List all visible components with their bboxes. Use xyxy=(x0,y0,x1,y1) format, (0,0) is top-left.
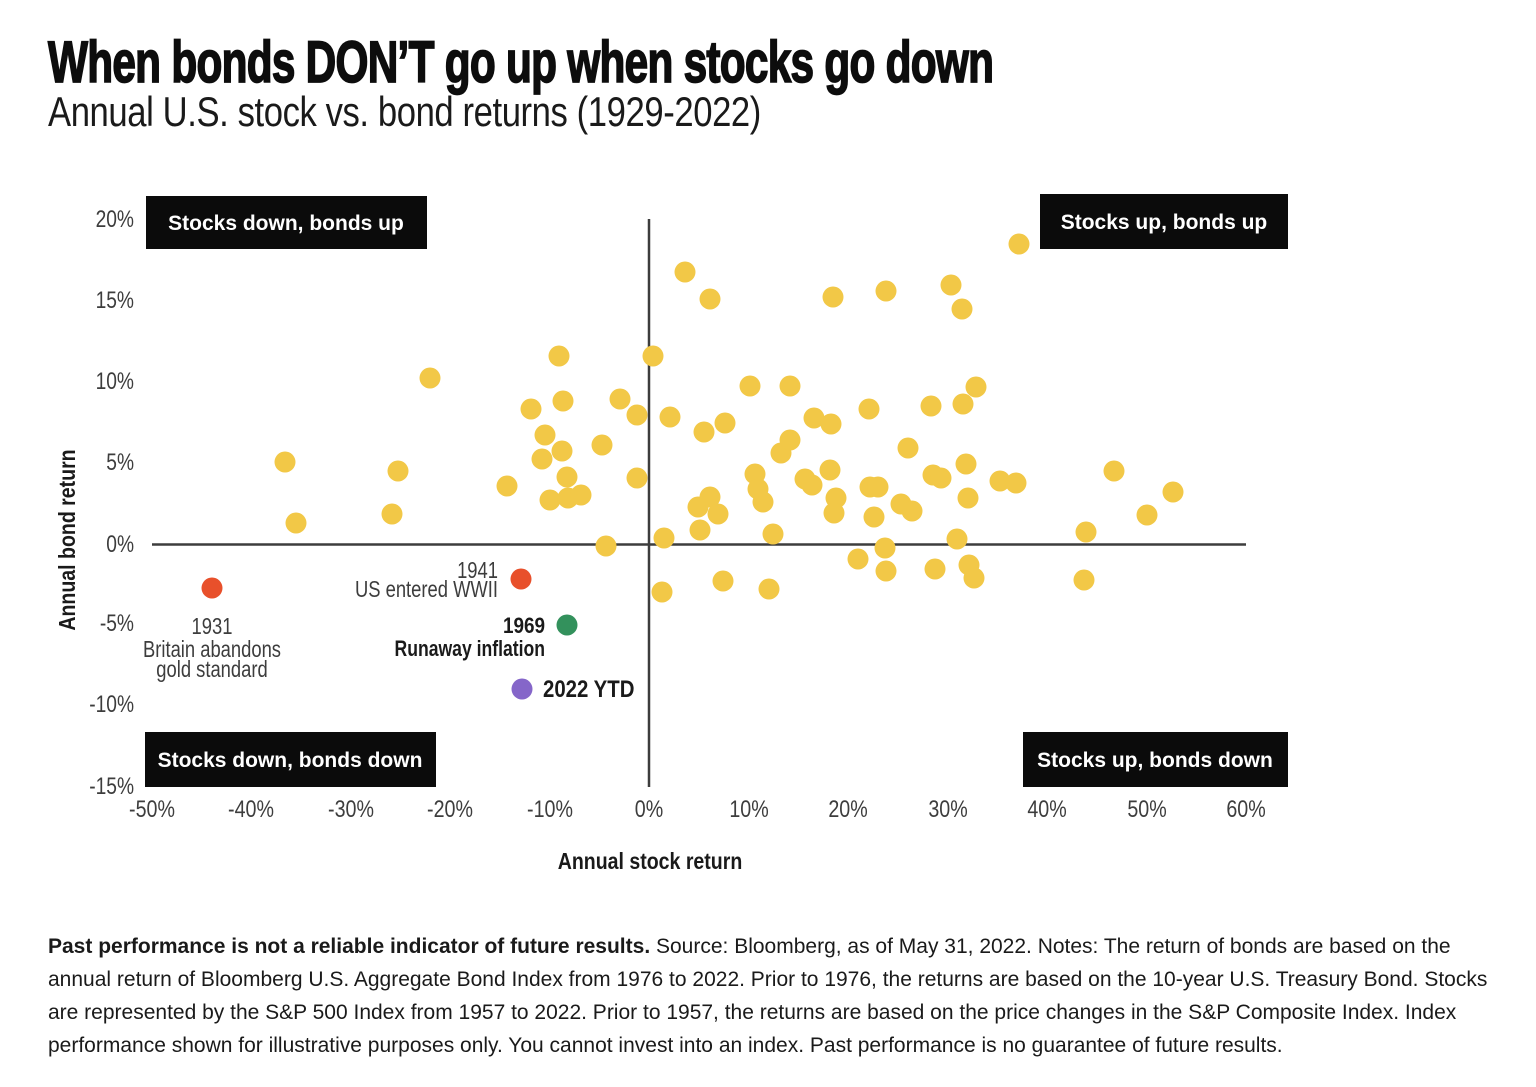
svg-text:Stocks down, bonds down: Stocks down, bonds down xyxy=(158,749,423,772)
svg-text:-50%: -50% xyxy=(129,795,175,822)
svg-text:performance shown for illustra: performance shown for illustrative purpo… xyxy=(48,1034,1283,1057)
svg-text:30%: 30% xyxy=(928,795,967,822)
svg-text:1969: 1969 xyxy=(503,614,545,639)
svg-text:10%: 10% xyxy=(729,795,768,822)
svg-text:10%: 10% xyxy=(96,367,134,395)
svg-text:Past performance is not a reli: Past performance is not a reliable indic… xyxy=(48,935,1451,958)
svg-text:-10%: -10% xyxy=(527,795,573,822)
svg-text:Stocks down, bonds up: Stocks down, bonds up xyxy=(168,212,404,235)
svg-text:-5%: -5% xyxy=(100,609,134,637)
svg-text:60%: 60% xyxy=(1226,795,1265,822)
svg-text:-40%: -40% xyxy=(228,795,274,822)
svg-text:-20%: -20% xyxy=(427,795,473,822)
svg-text:40%: 40% xyxy=(1027,795,1066,822)
svg-text:0%: 0% xyxy=(106,530,134,558)
svg-text:1931: 1931 xyxy=(192,614,233,639)
svg-text:50%: 50% xyxy=(1127,795,1166,822)
svg-text:-15%: -15% xyxy=(89,772,134,800)
svg-text:2022 YTD: 2022 YTD xyxy=(543,675,634,702)
svg-text:US entered WWII: US entered WWII xyxy=(355,577,498,602)
svg-text:20%: 20% xyxy=(96,205,134,233)
svg-text:annual return of Bloomberg U.S: annual return of Bloomberg U.S. Aggregat… xyxy=(48,968,1487,991)
svg-text:0%: 0% xyxy=(635,795,663,822)
svg-text:15%: 15% xyxy=(96,286,134,314)
svg-text:-30%: -30% xyxy=(328,795,374,822)
svg-text:Annual bond return: Annual bond return xyxy=(55,449,81,630)
svg-text:Stocks up, bonds down: Stocks up, bonds down xyxy=(1037,749,1273,772)
svg-text:are represented by the S&P 500: are represented by the S&P 500 Index fro… xyxy=(48,1001,1457,1024)
svg-text:When bonds DON’T go up when st: When bonds DON’T go up when stocks go do… xyxy=(48,29,993,94)
svg-text:Stocks up, bonds up: Stocks up, bonds up xyxy=(1061,211,1268,234)
svg-text:-10%: -10% xyxy=(89,690,134,718)
svg-text:gold standard: gold standard xyxy=(156,657,267,682)
svg-text:1941: 1941 xyxy=(457,558,498,583)
svg-text:20%: 20% xyxy=(828,795,867,822)
svg-text:Runaway inflation: Runaway inflation xyxy=(395,637,545,661)
svg-text:Britain abandons: Britain abandons xyxy=(143,637,281,662)
svg-text:Annual stock return: Annual stock return xyxy=(558,849,743,875)
svg-text:Annual U.S. stock vs. bond ret: Annual U.S. stock vs. bond returns (1929… xyxy=(48,89,761,136)
svg-text:5%: 5% xyxy=(106,448,134,476)
